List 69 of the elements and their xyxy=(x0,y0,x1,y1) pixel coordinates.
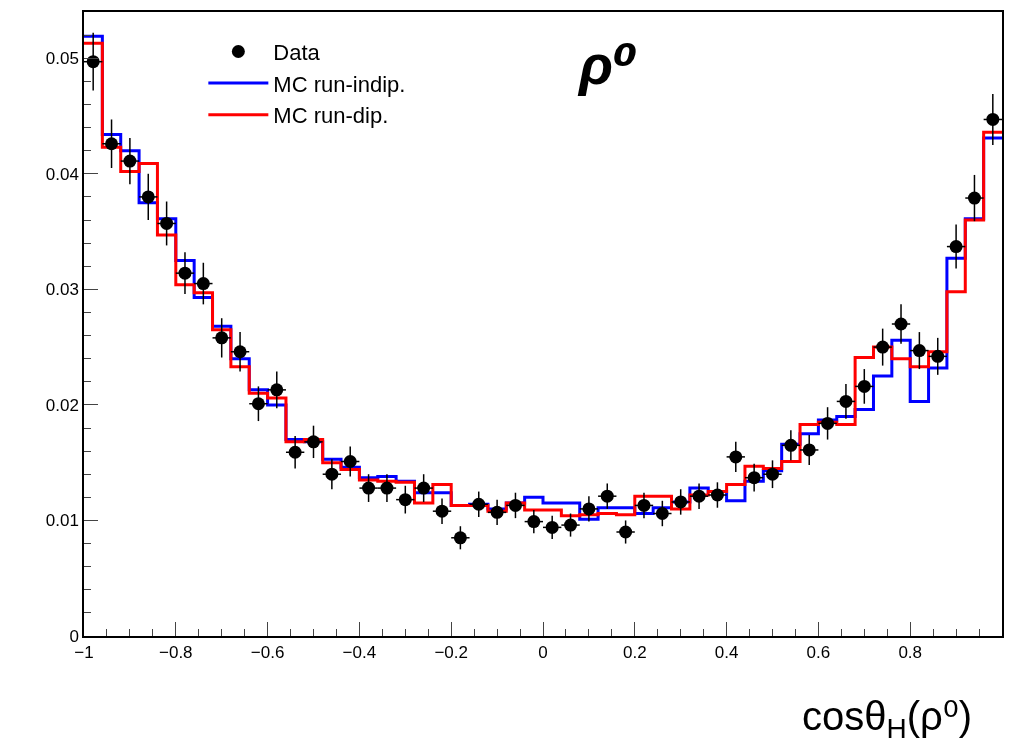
x-tick-label: −0.4 xyxy=(342,643,377,663)
point xyxy=(931,349,945,363)
point xyxy=(417,481,431,495)
point xyxy=(508,498,522,512)
point xyxy=(307,435,320,449)
point xyxy=(325,467,339,481)
point xyxy=(784,438,798,452)
point xyxy=(894,317,908,331)
point xyxy=(141,190,155,204)
point xyxy=(857,379,871,393)
point xyxy=(637,498,651,512)
point xyxy=(821,416,835,430)
point xyxy=(839,394,853,408)
point xyxy=(398,493,412,507)
point xyxy=(545,520,559,534)
y-tick-label: 0.03 xyxy=(45,280,79,300)
annotation: ρ⁰ xyxy=(577,33,638,96)
point xyxy=(196,277,210,291)
point xyxy=(619,525,633,539)
x-tick-label: 0.4 xyxy=(714,643,739,663)
point xyxy=(729,450,743,464)
point xyxy=(766,467,779,481)
point xyxy=(710,488,724,502)
point xyxy=(288,445,302,459)
point xyxy=(215,331,229,345)
point xyxy=(600,489,614,503)
legend-label: MC run-indip. xyxy=(273,71,406,97)
point xyxy=(949,240,963,254)
point xyxy=(490,505,504,519)
legend-label: Data xyxy=(273,40,321,66)
point xyxy=(472,497,486,511)
y-tick-label: 0.01 xyxy=(45,511,79,531)
point xyxy=(564,518,578,532)
legend-label: MC run-dip. xyxy=(273,103,389,129)
y-tick-label: 0.04 xyxy=(45,164,79,184)
point xyxy=(435,504,449,518)
point xyxy=(160,216,174,230)
y-tick-label: 0 xyxy=(69,626,79,646)
point xyxy=(747,471,761,485)
x-axis-title: cosθ$_{H}$(ρ⁰) xyxy=(802,694,973,745)
point xyxy=(876,340,890,354)
x-tick-label: −0.8 xyxy=(159,643,193,663)
point xyxy=(655,507,669,520)
x-tick-label: 0.2 xyxy=(622,643,647,663)
point xyxy=(912,344,926,358)
y-tick-label: 0.05 xyxy=(45,49,79,69)
point xyxy=(105,137,119,151)
point xyxy=(674,495,688,509)
x-tick-label: −0.2 xyxy=(434,643,468,663)
point xyxy=(453,531,467,545)
point xyxy=(362,481,376,495)
point xyxy=(251,397,265,411)
point xyxy=(967,191,981,205)
point xyxy=(178,266,192,280)
x-tick-label: 0.8 xyxy=(898,643,923,663)
y-tick-label: 0.02 xyxy=(45,395,79,415)
x-tick-label: −1 xyxy=(74,643,94,663)
point xyxy=(343,455,357,468)
point xyxy=(123,154,137,168)
point xyxy=(986,112,1000,126)
point xyxy=(270,383,284,397)
point xyxy=(527,515,541,529)
point xyxy=(86,55,100,69)
point xyxy=(802,443,816,457)
x-tick-label: 0 xyxy=(538,643,548,663)
point xyxy=(233,345,247,359)
x-tick-label: 0.6 xyxy=(806,643,831,663)
x-tick-label: −0.6 xyxy=(250,643,285,663)
point xyxy=(582,502,596,516)
